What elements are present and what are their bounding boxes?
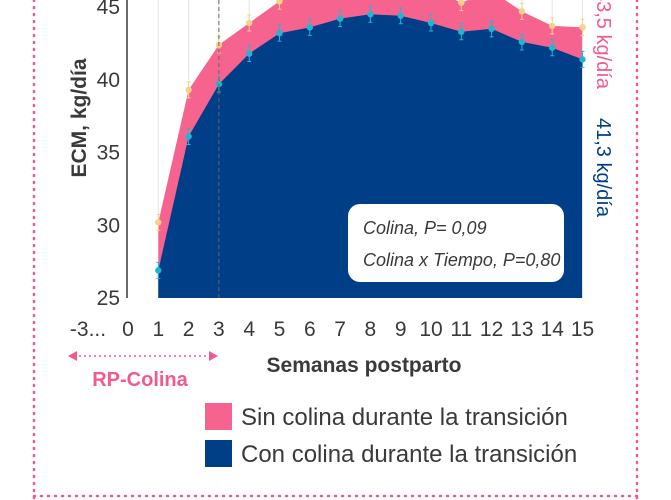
annotation-colina: Colina, P= 0,09 — [363, 218, 487, 238]
x-tick-label: 11 — [450, 318, 472, 341]
period-label: RP-Colina — [92, 369, 188, 391]
point-con-colina — [306, 18, 313, 36]
y-axis-title: ECM, kg/día — [68, 58, 91, 177]
x-tick-label: 13 — [510, 318, 533, 341]
annotation-box — [348, 204, 564, 282]
y-tick-label: 40 — [97, 69, 120, 92]
point-con-colina — [488, 20, 495, 38]
point-sin-colina — [185, 81, 192, 99]
point-sin-colina — [579, 18, 586, 36]
point-con-colina — [276, 24, 283, 42]
x-axis-title: Semanas postparto — [267, 354, 462, 377]
y-tick-label: 25 — [97, 287, 120, 310]
point-con-colina — [518, 33, 526, 51]
legend-label-sin-colina: Sin colina durante la transición — [241, 404, 568, 431]
annotation-colina-tiempo: Colina x Tiempo, P=0,80 — [363, 250, 560, 270]
x-tick-label: 4 — [243, 318, 255, 341]
point-con-colina — [367, 5, 374, 23]
point-sin-colina — [458, 0, 465, 12]
x-tick-label: 2 — [183, 318, 195, 341]
point-con-colina — [246, 45, 253, 63]
point-sin-colina — [246, 14, 253, 32]
point-con-colina — [336, 10, 344, 28]
x-tick-label: 6 — [304, 318, 316, 341]
x-tick-label: 0 — [122, 318, 134, 341]
side-label-con-colina: 41,3 kg/día — [592, 118, 614, 218]
y-tick-label: 45 — [97, 0, 120, 19]
point-con-colina — [397, 7, 404, 25]
y-tick-labels: 25 30 35 40 45 — [97, 0, 120, 310]
side-label-sin-colina: 43,5 kg/día — [592, 0, 614, 90]
point-con-colina — [458, 23, 465, 41]
x-tick-label: 12 — [480, 318, 503, 341]
x-tick-label: 10 — [419, 318, 442, 341]
point-sin-colina — [549, 17, 556, 35]
x-tick-label: 14 — [541, 318, 565, 341]
x-tick-label: 15 — [571, 318, 594, 341]
x-tick-label: -3... — [70, 318, 106, 341]
legend-swatch-sin-colina — [205, 403, 232, 430]
x-tick-label: 1 — [152, 318, 164, 341]
point-con-colina — [579, 50, 586, 68]
point-sin-colina — [518, 2, 526, 20]
legend-label-con-colina: Con colina durante la transición — [241, 441, 577, 468]
point-sin-colina — [276, 0, 283, 10]
period-arrow — [68, 351, 218, 361]
x-tick-label: 5 — [274, 318, 286, 341]
point-con-colina — [427, 14, 435, 32]
x-tick-label: 3 — [213, 318, 225, 341]
x-tick-labels: -3... 0 1 2 3 4 5 6 7 8 9 10 11 12 13 14 15 — [70, 318, 594, 341]
point-con-colina — [549, 39, 556, 57]
y-tick-label: 30 — [97, 214, 120, 237]
x-tick-label: 8 — [365, 318, 377, 341]
x-tick-label: 9 — [395, 318, 407, 341]
series-markers — [155, 0, 586, 279]
y-tick-label: 35 — [97, 142, 120, 165]
point-con-colina — [185, 127, 192, 145]
legend-swatch-con-colina — [205, 440, 232, 467]
point-con-colina — [155, 261, 162, 279]
point-sin-colina — [155, 213, 162, 231]
x-tick-label: 7 — [334, 318, 346, 341]
